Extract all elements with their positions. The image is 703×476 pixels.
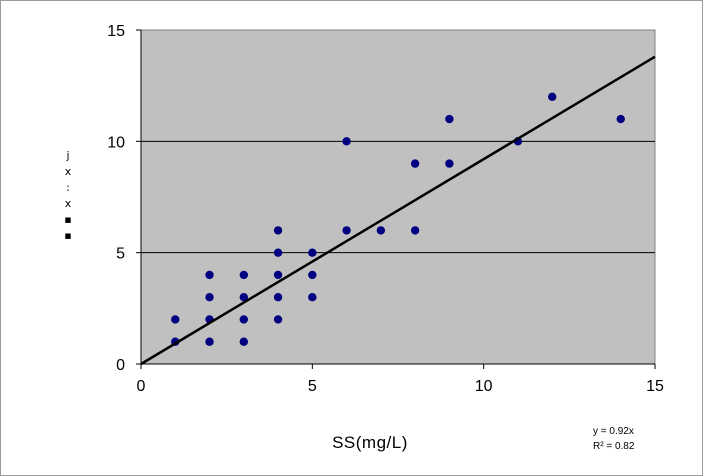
x-tick-label: 0 bbox=[137, 378, 146, 395]
data-point bbox=[239, 293, 248, 302]
data-point bbox=[445, 159, 454, 168]
data-points bbox=[171, 92, 625, 346]
y-axis-label-glyph: x bbox=[64, 197, 72, 210]
data-point bbox=[548, 92, 557, 102]
data-point bbox=[205, 337, 214, 346]
plot-area bbox=[140, 29, 656, 365]
data-point bbox=[205, 270, 214, 280]
y-axis-label-glyph: ▪ bbox=[64, 229, 72, 242]
data-point bbox=[342, 226, 351, 235]
data-point bbox=[273, 248, 283, 257]
data-point bbox=[616, 114, 625, 124]
y-tick-label: 10 bbox=[107, 134, 125, 151]
data-point bbox=[239, 337, 248, 346]
x-axis-label: SS(mg/L) bbox=[332, 433, 408, 452]
data-point bbox=[171, 315, 180, 324]
x-tick-label: 10 bbox=[475, 378, 493, 395]
r-squared-label: R² = 0.82 bbox=[593, 441, 635, 452]
y-tick-label: 0 bbox=[116, 357, 125, 374]
tick-labels: 0 5 10 15 0 5 10 15 bbox=[107, 23, 664, 395]
data-point bbox=[239, 270, 248, 280]
y-axis-label: j x: x ▪ ▪ bbox=[58, 150, 78, 246]
y-tick-label: 15 bbox=[107, 23, 125, 40]
y-tick-label: 5 bbox=[116, 246, 125, 263]
data-point bbox=[273, 315, 283, 324]
y-axis-label-glyph: ▪ bbox=[64, 213, 72, 226]
data-point bbox=[273, 293, 283, 302]
data-point bbox=[410, 159, 420, 168]
data-point bbox=[308, 270, 317, 280]
data-point bbox=[410, 226, 420, 235]
data-point bbox=[445, 114, 454, 124]
x-tick-label: 15 bbox=[646, 378, 664, 395]
data-point bbox=[273, 270, 283, 280]
data-point bbox=[205, 293, 214, 302]
y-axis-label-glyph: j bbox=[66, 149, 70, 162]
y-axis-label-glyph: : bbox=[66, 181, 70, 194]
gridlines bbox=[141, 140, 655, 254]
data-point bbox=[308, 293, 317, 302]
trendline-equation: y = 0.92x bbox=[593, 426, 634, 437]
y-axis-label-glyph: x bbox=[64, 165, 72, 178]
axes bbox=[140, 30, 655, 365]
data-point bbox=[376, 226, 386, 235]
data-point bbox=[308, 248, 317, 257]
x-tick-label: 5 bbox=[308, 378, 317, 395]
data-point bbox=[342, 137, 351, 146]
trendline bbox=[140, 55, 656, 366]
data-point bbox=[273, 226, 283, 235]
data-point bbox=[239, 315, 248, 324]
